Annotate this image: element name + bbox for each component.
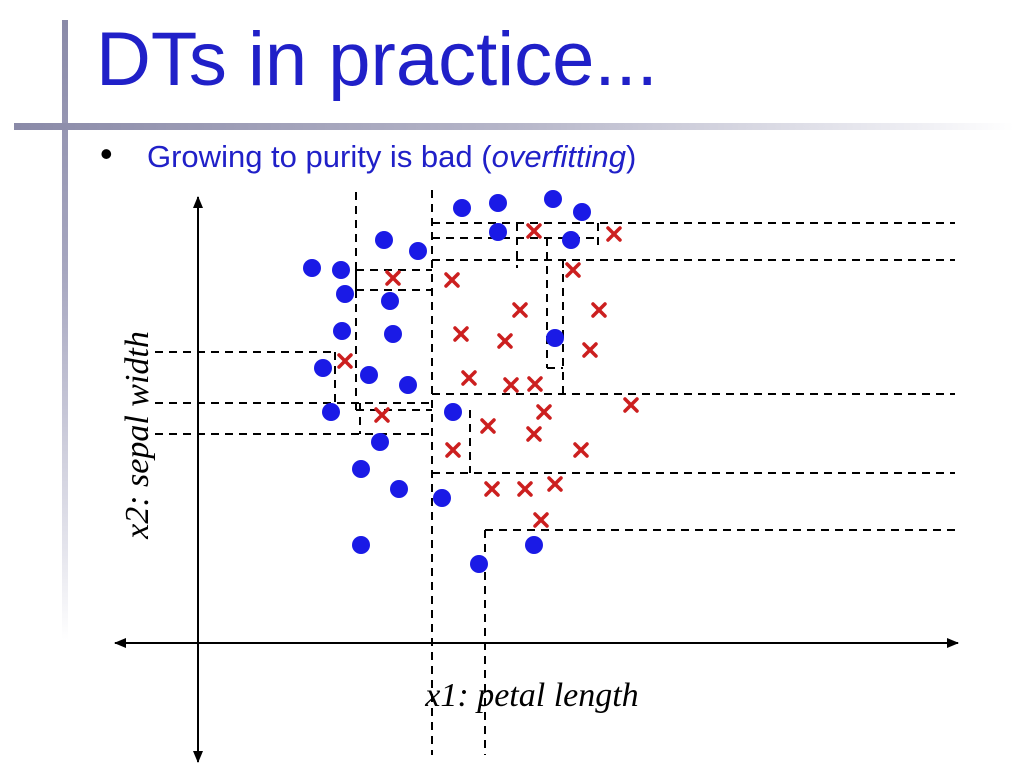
circle-point-15 (360, 366, 378, 384)
x-point-1 (606, 226, 622, 242)
x-point-19 (445, 442, 461, 458)
circle-point-7 (409, 242, 427, 260)
x-point-18 (526, 426, 542, 442)
circle-point-10 (336, 285, 354, 303)
circle-point-8 (303, 259, 321, 277)
x-point-5 (512, 302, 528, 318)
circle-point-20 (352, 460, 370, 478)
circle-point-6 (375, 231, 393, 249)
x-point-20 (573, 442, 589, 458)
title-accent-horizontal-bar (14, 123, 1014, 130)
circle-point-5 (562, 231, 580, 249)
circle-point-18 (444, 403, 462, 421)
x-point-24 (533, 512, 549, 528)
circle-point-19 (371, 433, 389, 451)
x-point-16 (374, 407, 390, 423)
circle-point-24 (352, 536, 370, 554)
circle-point-3 (573, 203, 591, 221)
circle-point-16 (399, 376, 417, 394)
bullet-dot-icon: • (100, 133, 113, 174)
x-point-6 (591, 302, 607, 318)
circle-point-11 (381, 292, 399, 310)
circle-point-22 (433, 489, 451, 507)
bullet-text-emphasis: overfitting (491, 139, 626, 174)
slide-title: DTs in practice... (96, 17, 658, 102)
x-point-17 (480, 418, 496, 434)
negative-class-points (337, 223, 639, 528)
x-point-13 (527, 376, 543, 392)
x-point-8 (497, 333, 513, 349)
circle-point-2 (544, 190, 562, 208)
bullet-text-prefix: Growing to purity is bad ( (147, 139, 492, 174)
circle-point-17 (322, 403, 340, 421)
x-point-0 (526, 223, 542, 239)
split-lines (155, 190, 955, 755)
circle-point-13 (384, 325, 402, 343)
x-axis-label: x1: petal length (424, 677, 638, 714)
circle-point-26 (470, 555, 488, 573)
circle-point-23 (546, 329, 564, 347)
circle-point-1 (489, 194, 507, 212)
x-point-7 (453, 326, 469, 342)
circle-point-14 (314, 359, 332, 377)
x-point-2 (565, 262, 581, 278)
circle-point-0 (453, 199, 471, 217)
circle-point-9 (332, 261, 350, 279)
y-axis-label: x2: sepal width (119, 331, 156, 540)
x-point-4 (444, 272, 460, 288)
x-point-22 (517, 481, 533, 497)
circle-point-21 (390, 480, 408, 498)
bullet-text-suffix: ) (626, 139, 637, 174)
x-point-12 (503, 377, 519, 393)
x-point-14 (536, 404, 552, 420)
title-accent-vertical-bar (62, 20, 68, 640)
x-point-10 (337, 353, 353, 369)
x-point-23 (547, 476, 563, 492)
circle-point-12 (333, 322, 351, 340)
x-point-21 (484, 481, 500, 497)
bullet-text: Growing to purity is bad (overfitting) (147, 138, 636, 175)
x-point-11 (461, 370, 477, 386)
x-point-3 (385, 270, 401, 286)
circle-point-25 (525, 536, 543, 554)
positive-class-points (303, 190, 591, 573)
circle-point-4 (489, 223, 507, 241)
x-point-15 (623, 397, 639, 413)
x-point-9 (582, 342, 598, 358)
